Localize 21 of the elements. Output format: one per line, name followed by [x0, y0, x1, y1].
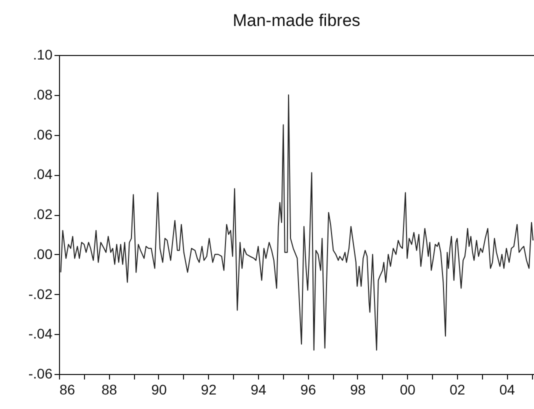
x-tick-label: 02 [450, 382, 466, 398]
y-tick-label: .08 [33, 86, 53, 102]
y-tick-label: .02 [33, 206, 53, 222]
x-tick-label: 04 [499, 382, 516, 398]
x-tick-label: 86 [60, 382, 76, 398]
y-tick-label: -.06 [28, 366, 53, 382]
y-tick-label: .04 [33, 166, 53, 182]
y-tick-label: .00 [33, 246, 53, 262]
x-tick-label: 92 [200, 382, 217, 398]
x-tick-label: 90 [151, 382, 167, 398]
y-tick-label: .06 [33, 126, 53, 142]
x-tick-label: 88 [101, 382, 118, 398]
chart-title: Man-made fibres [232, 11, 360, 30]
y-tick-label: -.02 [28, 286, 53, 302]
y-tick-label: .10 [33, 46, 53, 62]
x-tick-label: 98 [350, 382, 366, 398]
line-series [60, 94, 534, 351]
x-tick-label: 94 [250, 382, 266, 398]
y-tick-label: -.04 [28, 326, 53, 342]
x-tick-label: 96 [300, 382, 316, 398]
x-tick-label: 00 [400, 382, 416, 398]
